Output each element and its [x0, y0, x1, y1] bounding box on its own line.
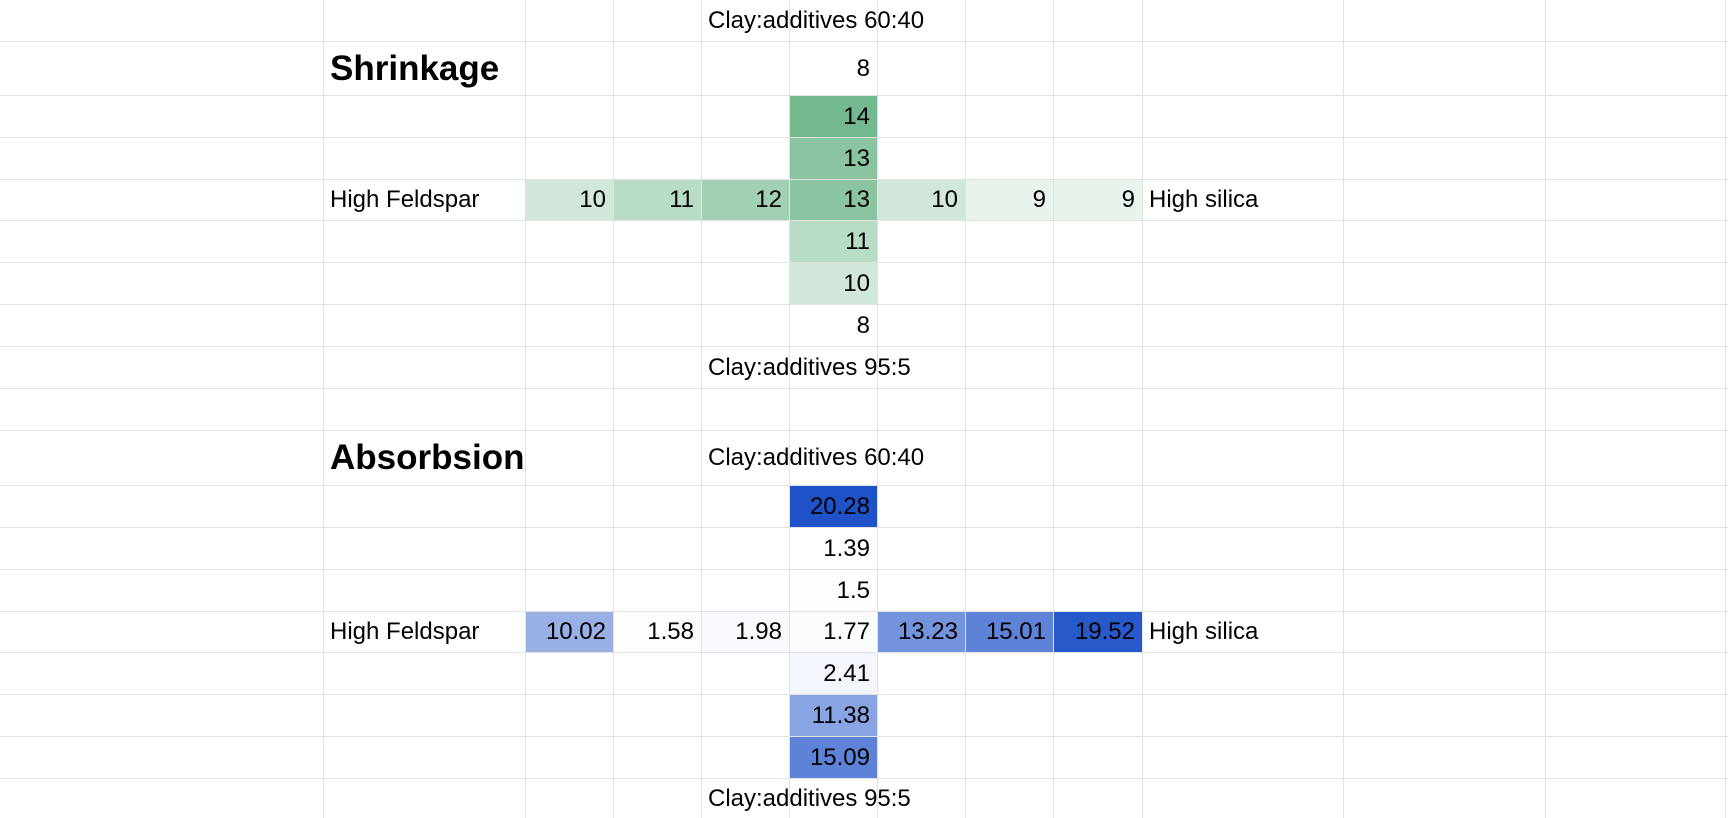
value-cell: 13: [790, 180, 877, 220]
value-cell: 13.23: [878, 612, 965, 652]
column-line: [789, 0, 790, 818]
value-cell: 10: [526, 180, 613, 220]
row-line: [0, 485, 1728, 486]
row-line: [0, 179, 1728, 180]
row-line: [0, 137, 1728, 138]
value-cell: 1.77: [790, 612, 877, 652]
bottom-label: Clay:additives 95:5: [708, 784, 911, 812]
row-line: [0, 262, 1728, 263]
left-label: High Feldspar: [330, 186, 480, 213]
column-line: [965, 0, 966, 818]
column-line: [1545, 0, 1546, 818]
value-cell: 15.09: [790, 737, 877, 778]
row-line: [0, 430, 1728, 431]
row-line: [0, 569, 1728, 570]
value-cell: 1.5: [790, 570, 877, 611]
value-cell: 11: [614, 180, 701, 220]
value-cell: 10.02: [526, 612, 613, 652]
value-cell: 15.01: [966, 612, 1053, 652]
value-cell: 11.38: [790, 695, 877, 736]
row-line: [0, 220, 1728, 221]
section-title: Shrinkage: [330, 48, 500, 88]
row-line: [0, 388, 1728, 389]
value-cell: 2.41: [790, 653, 877, 694]
column-line: [613, 0, 614, 818]
column-line: [1343, 0, 1344, 818]
column-line: [877, 0, 878, 818]
section-title: Absorbsion: [330, 438, 525, 477]
row-line: [0, 346, 1728, 347]
value-cell: 11: [790, 221, 877, 262]
row-line: [0, 778, 1728, 779]
top-label: Clay:additives 60:40: [708, 7, 925, 34]
value-cell: 1.58: [614, 612, 701, 652]
value-cell: 8: [790, 305, 877, 346]
top-label: Clay:additives 60:40: [708, 444, 925, 471]
value-cell: 14: [790, 96, 877, 137]
row-line: [0, 652, 1728, 653]
right-label: High silica: [1149, 186, 1259, 213]
row-line: [0, 611, 1728, 612]
row-line: [0, 41, 1728, 42]
row-line: [0, 736, 1728, 737]
bottom-label: Clay:additives 95:5: [708, 353, 911, 381]
value-cell: 10: [878, 180, 965, 220]
right-label: High silica: [1149, 618, 1259, 645]
value-cell: 20.28: [790, 486, 877, 527]
left-label: High Feldspar: [330, 618, 480, 645]
value-cell: 9: [966, 180, 1053, 220]
column-line: [323, 0, 324, 818]
value-cell: 1.98: [702, 612, 789, 652]
column-line: [525, 0, 526, 818]
row-line: [0, 304, 1728, 305]
value-cell: 1.39: [790, 528, 877, 569]
value-cell: 19.52: [1054, 612, 1142, 652]
column-line: [701, 0, 702, 818]
column-line: [1142, 0, 1143, 818]
column-line: [1053, 0, 1054, 818]
value-cell: 9: [1054, 180, 1142, 220]
value-cell: 13: [790, 138, 877, 179]
row-line: [0, 694, 1728, 695]
value-cell: 12: [702, 180, 789, 220]
row-line: [0, 527, 1728, 528]
value-cell: 10: [790, 263, 877, 304]
column-line: [1725, 0, 1726, 818]
value-cell: 8: [790, 42, 877, 95]
row-line: [0, 95, 1728, 96]
